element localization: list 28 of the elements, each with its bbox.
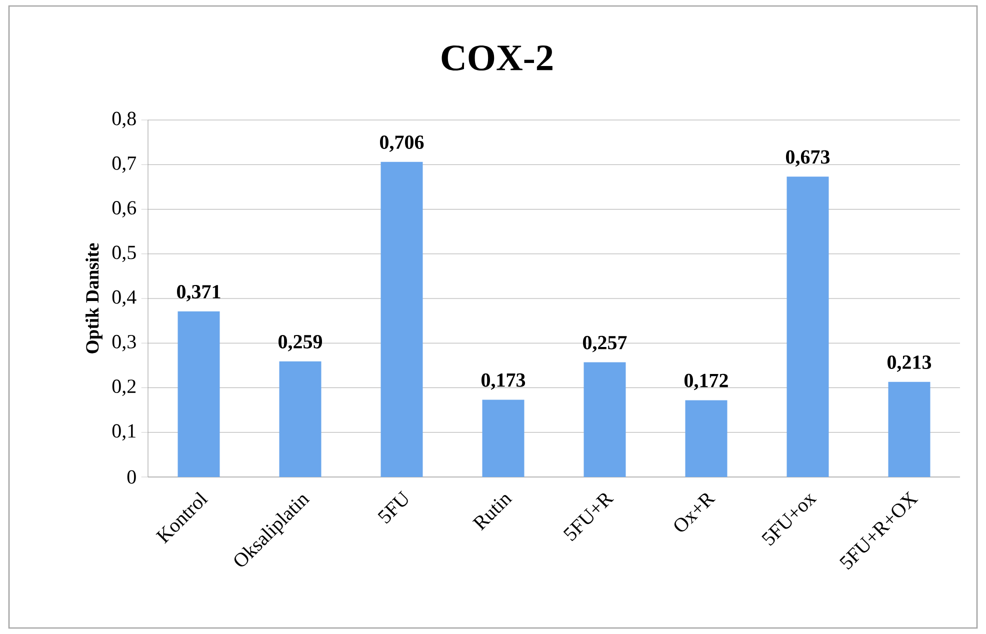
y-tick-label: 0,5 [112, 246, 136, 262]
y-tick-label: 0,2 [112, 380, 136, 396]
x-tick-label: 5FU [378, 490, 408, 524]
y-tick-label: 0,8 [112, 112, 136, 128]
data-label: 0,259 [278, 334, 322, 352]
bar [888, 382, 930, 477]
bar [685, 400, 728, 477]
bar [279, 361, 322, 477]
bar [786, 176, 829, 477]
y-tick-label: 0,4 [112, 290, 136, 307]
y-tick-label: 0,3 [112, 334, 136, 352]
y-tick-label: 0,7 [112, 156, 136, 173]
data-label: 0,172 [684, 374, 728, 390]
y-tick-label: 0,6 [112, 201, 136, 218]
data-label: 0,173 [482, 373, 526, 390]
bar [482, 400, 524, 477]
bar [178, 311, 220, 477]
y-tick-label: 0 [127, 470, 136, 484]
y-tick-label: 0,1 [112, 424, 136, 441]
data-label: 0,673 [786, 150, 830, 167]
data-label: 0,257 [583, 336, 627, 352]
y-axis-title: Optik Dansite [86, 243, 102, 354]
bar [584, 362, 626, 477]
data-label: 0,213 [888, 355, 932, 372]
data-label: 0,371 [177, 284, 220, 302]
data-label: 0,706 [380, 135, 424, 152]
bar [380, 162, 423, 477]
chart-title: COX-2 [442, 45, 552, 71]
